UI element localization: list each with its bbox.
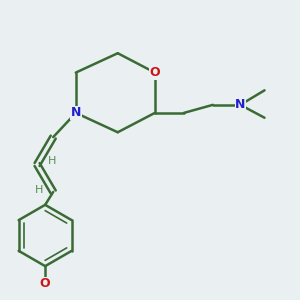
Text: H: H: [47, 156, 56, 166]
Text: H: H: [34, 185, 43, 195]
Text: N: N: [235, 98, 245, 111]
Text: N: N: [70, 106, 81, 119]
Text: O: O: [149, 66, 160, 79]
Text: O: O: [40, 278, 50, 290]
